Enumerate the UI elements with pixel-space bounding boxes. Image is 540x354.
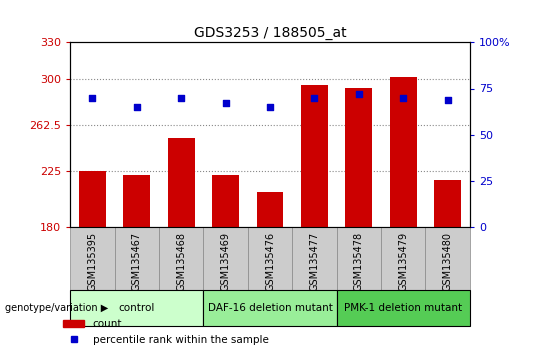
Bar xyxy=(390,77,416,227)
Bar xyxy=(168,138,194,227)
Text: GSM135469: GSM135469 xyxy=(221,232,231,291)
Point xyxy=(399,95,408,101)
Bar xyxy=(346,88,372,227)
Text: GSM135479: GSM135479 xyxy=(398,232,408,291)
Text: PMK-1 deletion mutant: PMK-1 deletion mutant xyxy=(344,303,462,313)
Text: DAF-16 deletion mutant: DAF-16 deletion mutant xyxy=(207,303,333,313)
Point xyxy=(132,104,141,110)
Text: GSM135477: GSM135477 xyxy=(309,232,319,291)
Point xyxy=(443,97,452,102)
Bar xyxy=(79,171,106,227)
Text: GSM135468: GSM135468 xyxy=(176,232,186,291)
Point xyxy=(177,95,186,101)
Text: genotype/variation ▶: genotype/variation ▶ xyxy=(5,303,109,313)
Bar xyxy=(204,290,336,326)
Text: control: control xyxy=(119,303,155,313)
Text: GSM135395: GSM135395 xyxy=(87,232,97,291)
Bar xyxy=(336,290,470,326)
Legend: count, percentile rank within the sample: count, percentile rank within the sample xyxy=(59,315,273,349)
Bar xyxy=(292,227,336,290)
Bar xyxy=(124,175,150,227)
Point xyxy=(310,95,319,101)
Bar xyxy=(159,227,204,290)
Text: GSM135467: GSM135467 xyxy=(132,232,142,291)
Bar xyxy=(70,290,204,326)
Text: GSM135480: GSM135480 xyxy=(443,232,453,291)
Bar xyxy=(248,227,292,290)
Bar xyxy=(212,175,239,227)
Bar xyxy=(434,180,461,227)
Bar xyxy=(336,227,381,290)
Title: GDS3253 / 188505_at: GDS3253 / 188505_at xyxy=(194,26,346,40)
Point xyxy=(88,95,97,101)
Bar xyxy=(70,227,114,290)
Bar xyxy=(114,227,159,290)
Bar xyxy=(256,192,284,227)
Point xyxy=(266,104,274,110)
Bar xyxy=(204,227,248,290)
Bar xyxy=(426,227,470,290)
Text: GSM135476: GSM135476 xyxy=(265,232,275,291)
Point xyxy=(354,91,363,97)
Text: GSM135478: GSM135478 xyxy=(354,232,364,291)
Bar xyxy=(301,85,328,227)
Bar xyxy=(381,227,426,290)
Point xyxy=(221,101,230,106)
